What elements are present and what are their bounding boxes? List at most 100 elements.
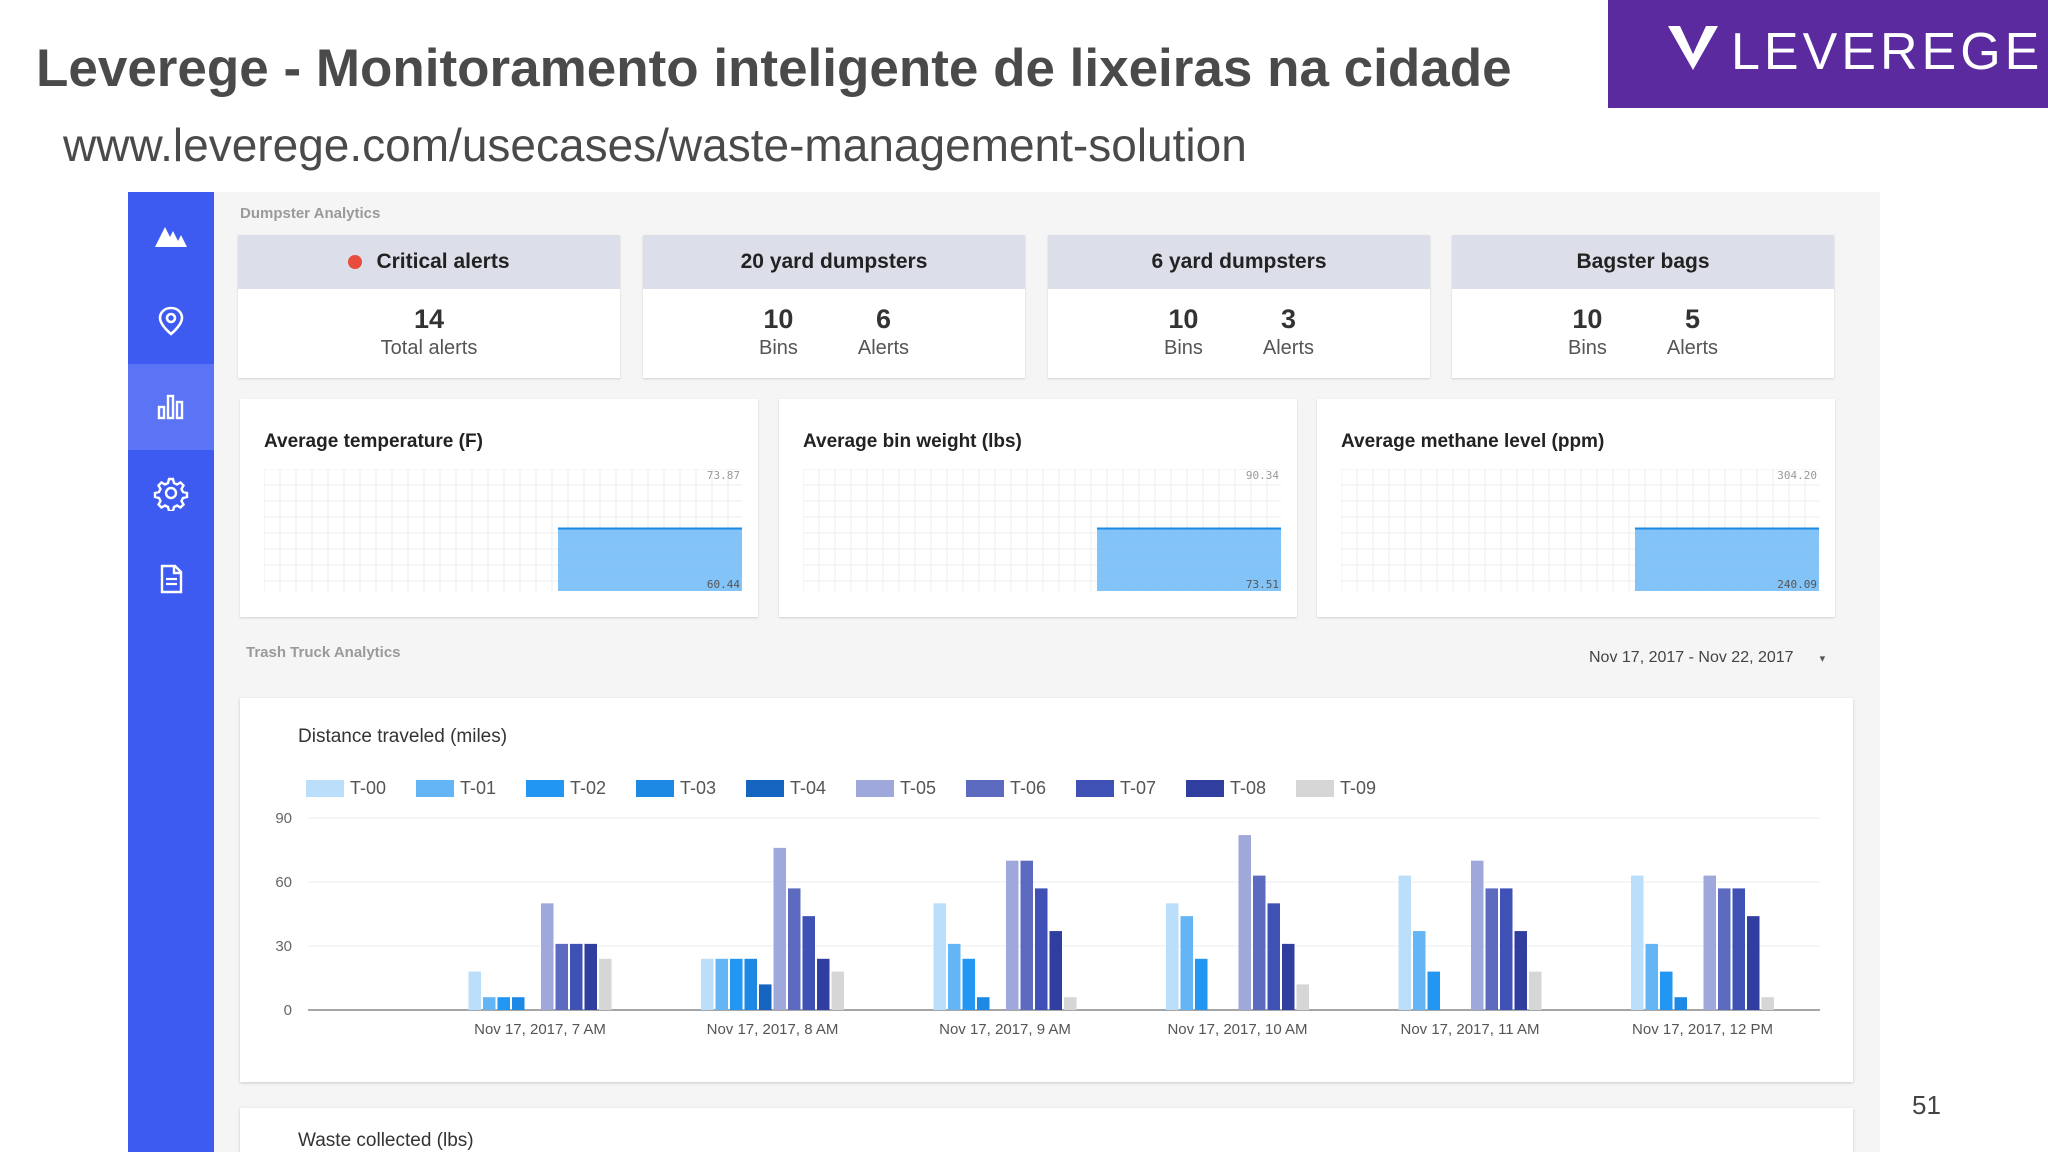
legend-label: T-04 xyxy=(790,778,827,798)
y-tick-label: 60 xyxy=(275,874,292,891)
legend-swatch xyxy=(416,780,454,797)
bar[interactable] xyxy=(1660,971,1673,1010)
sidebar-item-reports[interactable] xyxy=(128,536,214,622)
stat-card-title: Critical alerts xyxy=(376,250,510,273)
20-yard-dumpsters-card[interactable]: 20 yard dumpsters 10 Bins 6 Alerts xyxy=(643,235,1025,378)
bar[interactable] xyxy=(1253,875,1266,1010)
bar[interactable] xyxy=(1413,931,1426,1010)
bar[interactable] xyxy=(1471,860,1484,1010)
bar[interactable] xyxy=(1500,888,1513,1010)
bar[interactable] xyxy=(1035,888,1048,1010)
bar[interactable] xyxy=(497,997,511,1010)
legend-swatch xyxy=(1186,780,1224,797)
x-tick-label: Nov 17, 2017, 9 AM xyxy=(939,1021,1071,1038)
bar[interactable] xyxy=(1761,997,1775,1010)
avg-temperature-card[interactable]: Average temperature (F) 73.87 60.44 xyxy=(240,399,758,617)
bar[interactable] xyxy=(1282,943,1295,1010)
y-tick-label: 30 xyxy=(275,938,292,955)
sidebar-item-map[interactable] xyxy=(128,278,214,364)
avg-bin-weight-card[interactable]: Average bin weight (lbs) 90.34 73.51 xyxy=(779,399,1297,617)
bar[interactable] xyxy=(1267,903,1281,1010)
bar[interactable] xyxy=(1049,931,1063,1010)
bar[interactable] xyxy=(584,943,598,1010)
bar[interactable] xyxy=(817,958,830,1010)
bar[interactable] xyxy=(1674,997,1688,1010)
legend-item[interactable]: T-08 xyxy=(1186,778,1296,799)
stat-value: 6 xyxy=(875,304,891,334)
sidebar-item-analytics[interactable] xyxy=(128,364,214,450)
legend-item[interactable]: T-04 xyxy=(746,778,856,799)
bar[interactable] xyxy=(1703,875,1717,1010)
metric-title: Average temperature (F) xyxy=(264,431,483,452)
bar[interactable] xyxy=(1296,984,1310,1010)
bar[interactable] xyxy=(468,971,482,1010)
bar[interactable] xyxy=(977,997,990,1010)
bar[interactable] xyxy=(1020,860,1034,1010)
bar[interactable] xyxy=(1485,888,1499,1010)
legend-item[interactable]: T-06 xyxy=(966,778,1076,799)
bar[interactable] xyxy=(1238,835,1252,1010)
waste-collected-title: Waste collected (lbs) xyxy=(298,1130,474,1151)
bar[interactable] xyxy=(1529,971,1542,1010)
dumpster-analytics-title: Dumpster Analytics xyxy=(240,205,381,222)
bar[interactable] xyxy=(1195,958,1208,1010)
critical-alerts-card[interactable]: Critical alerts 14 Total alerts xyxy=(238,235,620,378)
bar[interactable] xyxy=(1514,931,1528,1010)
metric-max-label: 73.87 xyxy=(707,469,740,482)
legend-item[interactable]: T-07 xyxy=(1076,778,1186,799)
legend-item[interactable]: T-09 xyxy=(1296,778,1406,799)
bar[interactable] xyxy=(555,943,569,1010)
legend-item[interactable]: T-03 xyxy=(636,778,746,799)
bar[interactable] xyxy=(1747,916,1760,1010)
bar[interactable] xyxy=(1006,860,1019,1010)
legend-swatch xyxy=(856,780,894,797)
bar[interactable] xyxy=(1180,916,1194,1010)
legend-item[interactable]: T-00 xyxy=(306,778,416,799)
sidebar-item-settings[interactable] xyxy=(128,450,214,536)
x-tick-label: Nov 17, 2017, 8 AM xyxy=(707,1021,839,1038)
bar[interactable] xyxy=(1718,888,1731,1010)
bar[interactable] xyxy=(483,997,496,1010)
y-tick-label: 90 xyxy=(275,810,292,827)
date-range-select[interactable]: Nov 17, 2017 - Nov 22, 2017 ▾ xyxy=(1589,649,1825,667)
bar[interactable] xyxy=(701,958,714,1010)
date-range-value: Nov 17, 2017 - Nov 22, 2017 xyxy=(1589,649,1794,666)
avg-methane-card[interactable]: Average methane level (ppm) 304.20 240.09 xyxy=(1317,399,1835,617)
bar[interactable] xyxy=(759,984,772,1010)
x-tick-label: Nov 17, 2017, 12 PM xyxy=(1632,1021,1773,1038)
bar[interactable] xyxy=(1732,888,1746,1010)
bar[interactable] xyxy=(962,958,976,1010)
bar[interactable] xyxy=(512,997,525,1010)
bar[interactable] xyxy=(541,903,554,1010)
metric-chart: 304.20 240.09 xyxy=(1341,469,1819,591)
bar[interactable] xyxy=(1064,997,1077,1010)
legend-item[interactable]: T-02 xyxy=(526,778,636,799)
bar[interactable] xyxy=(730,958,743,1010)
stat-card-title: 6 yard dumpsters xyxy=(1151,250,1327,273)
trash-truck-analytics-title: Trash Truck Analytics xyxy=(246,644,401,661)
bar[interactable] xyxy=(744,958,758,1010)
bar[interactable] xyxy=(1398,875,1412,1010)
metric-chart: 73.87 60.44 xyxy=(264,469,742,591)
bar[interactable] xyxy=(831,971,845,1010)
bar[interactable] xyxy=(599,958,612,1010)
bar[interactable] xyxy=(715,958,729,1010)
bar[interactable] xyxy=(1427,971,1441,1010)
metric-max-label: 90.34 xyxy=(1246,469,1279,482)
bar[interactable] xyxy=(788,888,801,1010)
bar[interactable] xyxy=(1631,875,1644,1010)
legend-item[interactable]: T-05 xyxy=(856,778,966,799)
bar[interactable] xyxy=(1645,943,1659,1010)
6-yard-dumpsters-card[interactable]: 6 yard dumpsters 10 Bins 3 Alerts xyxy=(1048,235,1430,378)
bar[interactable] xyxy=(1166,903,1179,1010)
bar[interactable] xyxy=(948,943,961,1010)
bar[interactable] xyxy=(802,916,816,1010)
bar[interactable] xyxy=(773,847,787,1010)
bagster-bags-card[interactable]: Bagster bags 10 Bins 5 Alerts xyxy=(1452,235,1834,378)
bar[interactable] xyxy=(933,903,947,1010)
sidebar-brand[interactable] xyxy=(128,192,214,278)
legend-item[interactable]: T-01 xyxy=(416,778,526,799)
bar[interactable] xyxy=(570,943,583,1010)
location-pin-icon xyxy=(158,306,184,336)
stat-card-title: 20 yard dumpsters xyxy=(740,250,928,273)
